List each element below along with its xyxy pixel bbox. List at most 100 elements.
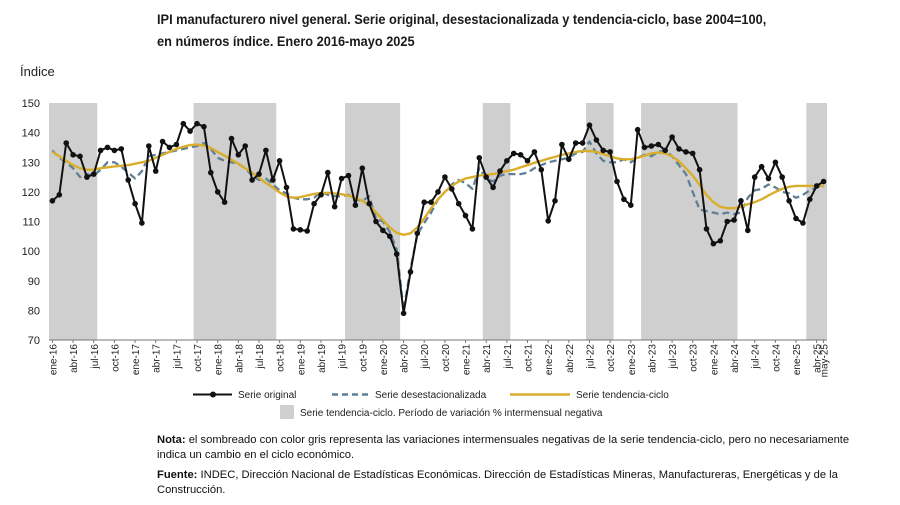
data-point-original xyxy=(793,215,799,222)
data-point-original xyxy=(572,140,579,146)
data-point-original xyxy=(593,137,600,143)
x-tick-label: abr-20 xyxy=(400,344,411,373)
data-point-original xyxy=(338,175,345,182)
data-point-original xyxy=(318,192,324,198)
data-point-original xyxy=(276,158,283,164)
data-point-original xyxy=(63,140,69,146)
data-point-original xyxy=(290,226,297,232)
data-point-original xyxy=(800,220,806,226)
data-point-original xyxy=(566,156,572,163)
data-point-original xyxy=(449,186,455,192)
data-point-original xyxy=(758,163,765,170)
data-point-original xyxy=(710,240,717,247)
data-point-original xyxy=(242,143,248,149)
data-point-original xyxy=(696,166,703,173)
data-point-original xyxy=(483,174,490,180)
x-tick-label: ene-21 xyxy=(462,344,473,376)
data-point-original xyxy=(552,198,558,204)
data-point-original xyxy=(607,149,613,155)
data-point-original xyxy=(524,158,531,164)
data-point-original xyxy=(662,147,668,154)
shaded-period xyxy=(806,103,827,340)
x-tick-label: oct-20 xyxy=(441,344,452,372)
y-tick-label: 140 xyxy=(22,128,40,140)
legend-label-shade: Serie tendencia-ciclo. Período de variac… xyxy=(300,408,603,419)
data-point-original xyxy=(786,198,792,204)
data-point-original xyxy=(497,168,503,174)
x-tick-label: jul-17 xyxy=(172,344,183,370)
x-tick-label: oct-18 xyxy=(276,344,287,372)
shaded-periods xyxy=(49,103,827,340)
data-point-original xyxy=(221,199,228,205)
data-point-original xyxy=(421,199,428,205)
data-point-original xyxy=(469,226,476,232)
data-point-original xyxy=(813,183,820,189)
legend-item-shade: Serie tendencia-ciclo. Período de variac… xyxy=(280,405,603,419)
data-point-original xyxy=(407,269,414,275)
data-point-original xyxy=(517,152,524,158)
data-point-original xyxy=(545,218,551,224)
x-tick-label: ene-20 xyxy=(379,344,390,376)
x-tick-label: jul-23 xyxy=(668,344,679,370)
note-paragraph: Nota: el sombreado con color gris repres… xyxy=(157,433,857,463)
data-point-original xyxy=(256,171,262,177)
data-point-original xyxy=(655,141,662,148)
data-point-original xyxy=(366,200,373,207)
x-tick-label: ene-17 xyxy=(131,344,142,376)
data-point-original xyxy=(538,166,545,173)
data-point-original xyxy=(676,146,682,152)
data-point-original xyxy=(476,155,483,161)
data-point-original xyxy=(634,126,641,133)
data-point-original xyxy=(325,169,331,176)
data-point-original xyxy=(648,143,655,149)
y-tick-label: 100 xyxy=(22,246,40,258)
data-point-original xyxy=(779,174,785,180)
legend-label-seasonal: Serie desestacionalizada xyxy=(375,390,487,401)
data-point-original xyxy=(345,172,352,179)
x-tick-label: ene-23 xyxy=(627,344,638,376)
data-point-original xyxy=(304,228,311,234)
data-point-original xyxy=(152,168,159,174)
x-tick-label: abr-17 xyxy=(152,344,163,373)
legend-item-trend: Serie tendencia-ciclo xyxy=(510,390,669,401)
data-point-original xyxy=(111,147,118,154)
shaded-period xyxy=(193,103,277,340)
data-point-original xyxy=(352,202,359,208)
data-point-original xyxy=(621,196,627,203)
data-point-original xyxy=(703,226,710,232)
data-point-original xyxy=(331,203,338,210)
data-point-original xyxy=(249,177,255,183)
chart-title-line-1: IPI manufacturero nivel general. Serie o… xyxy=(157,12,767,28)
x-tick-label: ene-24 xyxy=(709,344,720,376)
data-point-original xyxy=(614,178,620,185)
data-point-original xyxy=(180,120,187,127)
data-point-original xyxy=(751,174,758,180)
x-tick-label: abr-19 xyxy=(317,344,328,373)
data-point-original xyxy=(270,177,276,183)
data-point-original xyxy=(717,238,724,244)
legend-label-original: Serie original xyxy=(238,390,296,401)
legend-label-trend: Serie tendencia-ciclo xyxy=(576,390,669,401)
data-point-original xyxy=(579,140,586,146)
data-point-original xyxy=(745,227,751,234)
data-point-original xyxy=(628,202,634,208)
data-point-original xyxy=(393,251,400,257)
data-point-original xyxy=(387,233,393,240)
data-point-original xyxy=(139,220,145,226)
y-tick-label: 150 xyxy=(22,98,40,110)
data-point-original xyxy=(531,149,538,155)
chart-title: IPI manufacturero nivel general. Serie o… xyxy=(157,9,787,53)
data-point-original xyxy=(641,144,648,151)
y-tick-label: 80 xyxy=(28,305,40,317)
legend-item-seasonal: Serie desestacionalizada xyxy=(332,390,487,401)
data-point-original xyxy=(689,150,696,157)
data-point-original xyxy=(428,199,434,205)
x-tick-label: jul-16 xyxy=(90,344,101,370)
x-tick-label: jul-20 xyxy=(420,344,431,370)
data-point-original xyxy=(173,141,180,148)
x-tick-label: ene-19 xyxy=(296,344,307,376)
data-point-original xyxy=(235,152,242,158)
note-label: Nota: xyxy=(157,434,186,446)
x-tick-label: oct-24 xyxy=(771,344,782,372)
data-point-original xyxy=(159,138,166,145)
